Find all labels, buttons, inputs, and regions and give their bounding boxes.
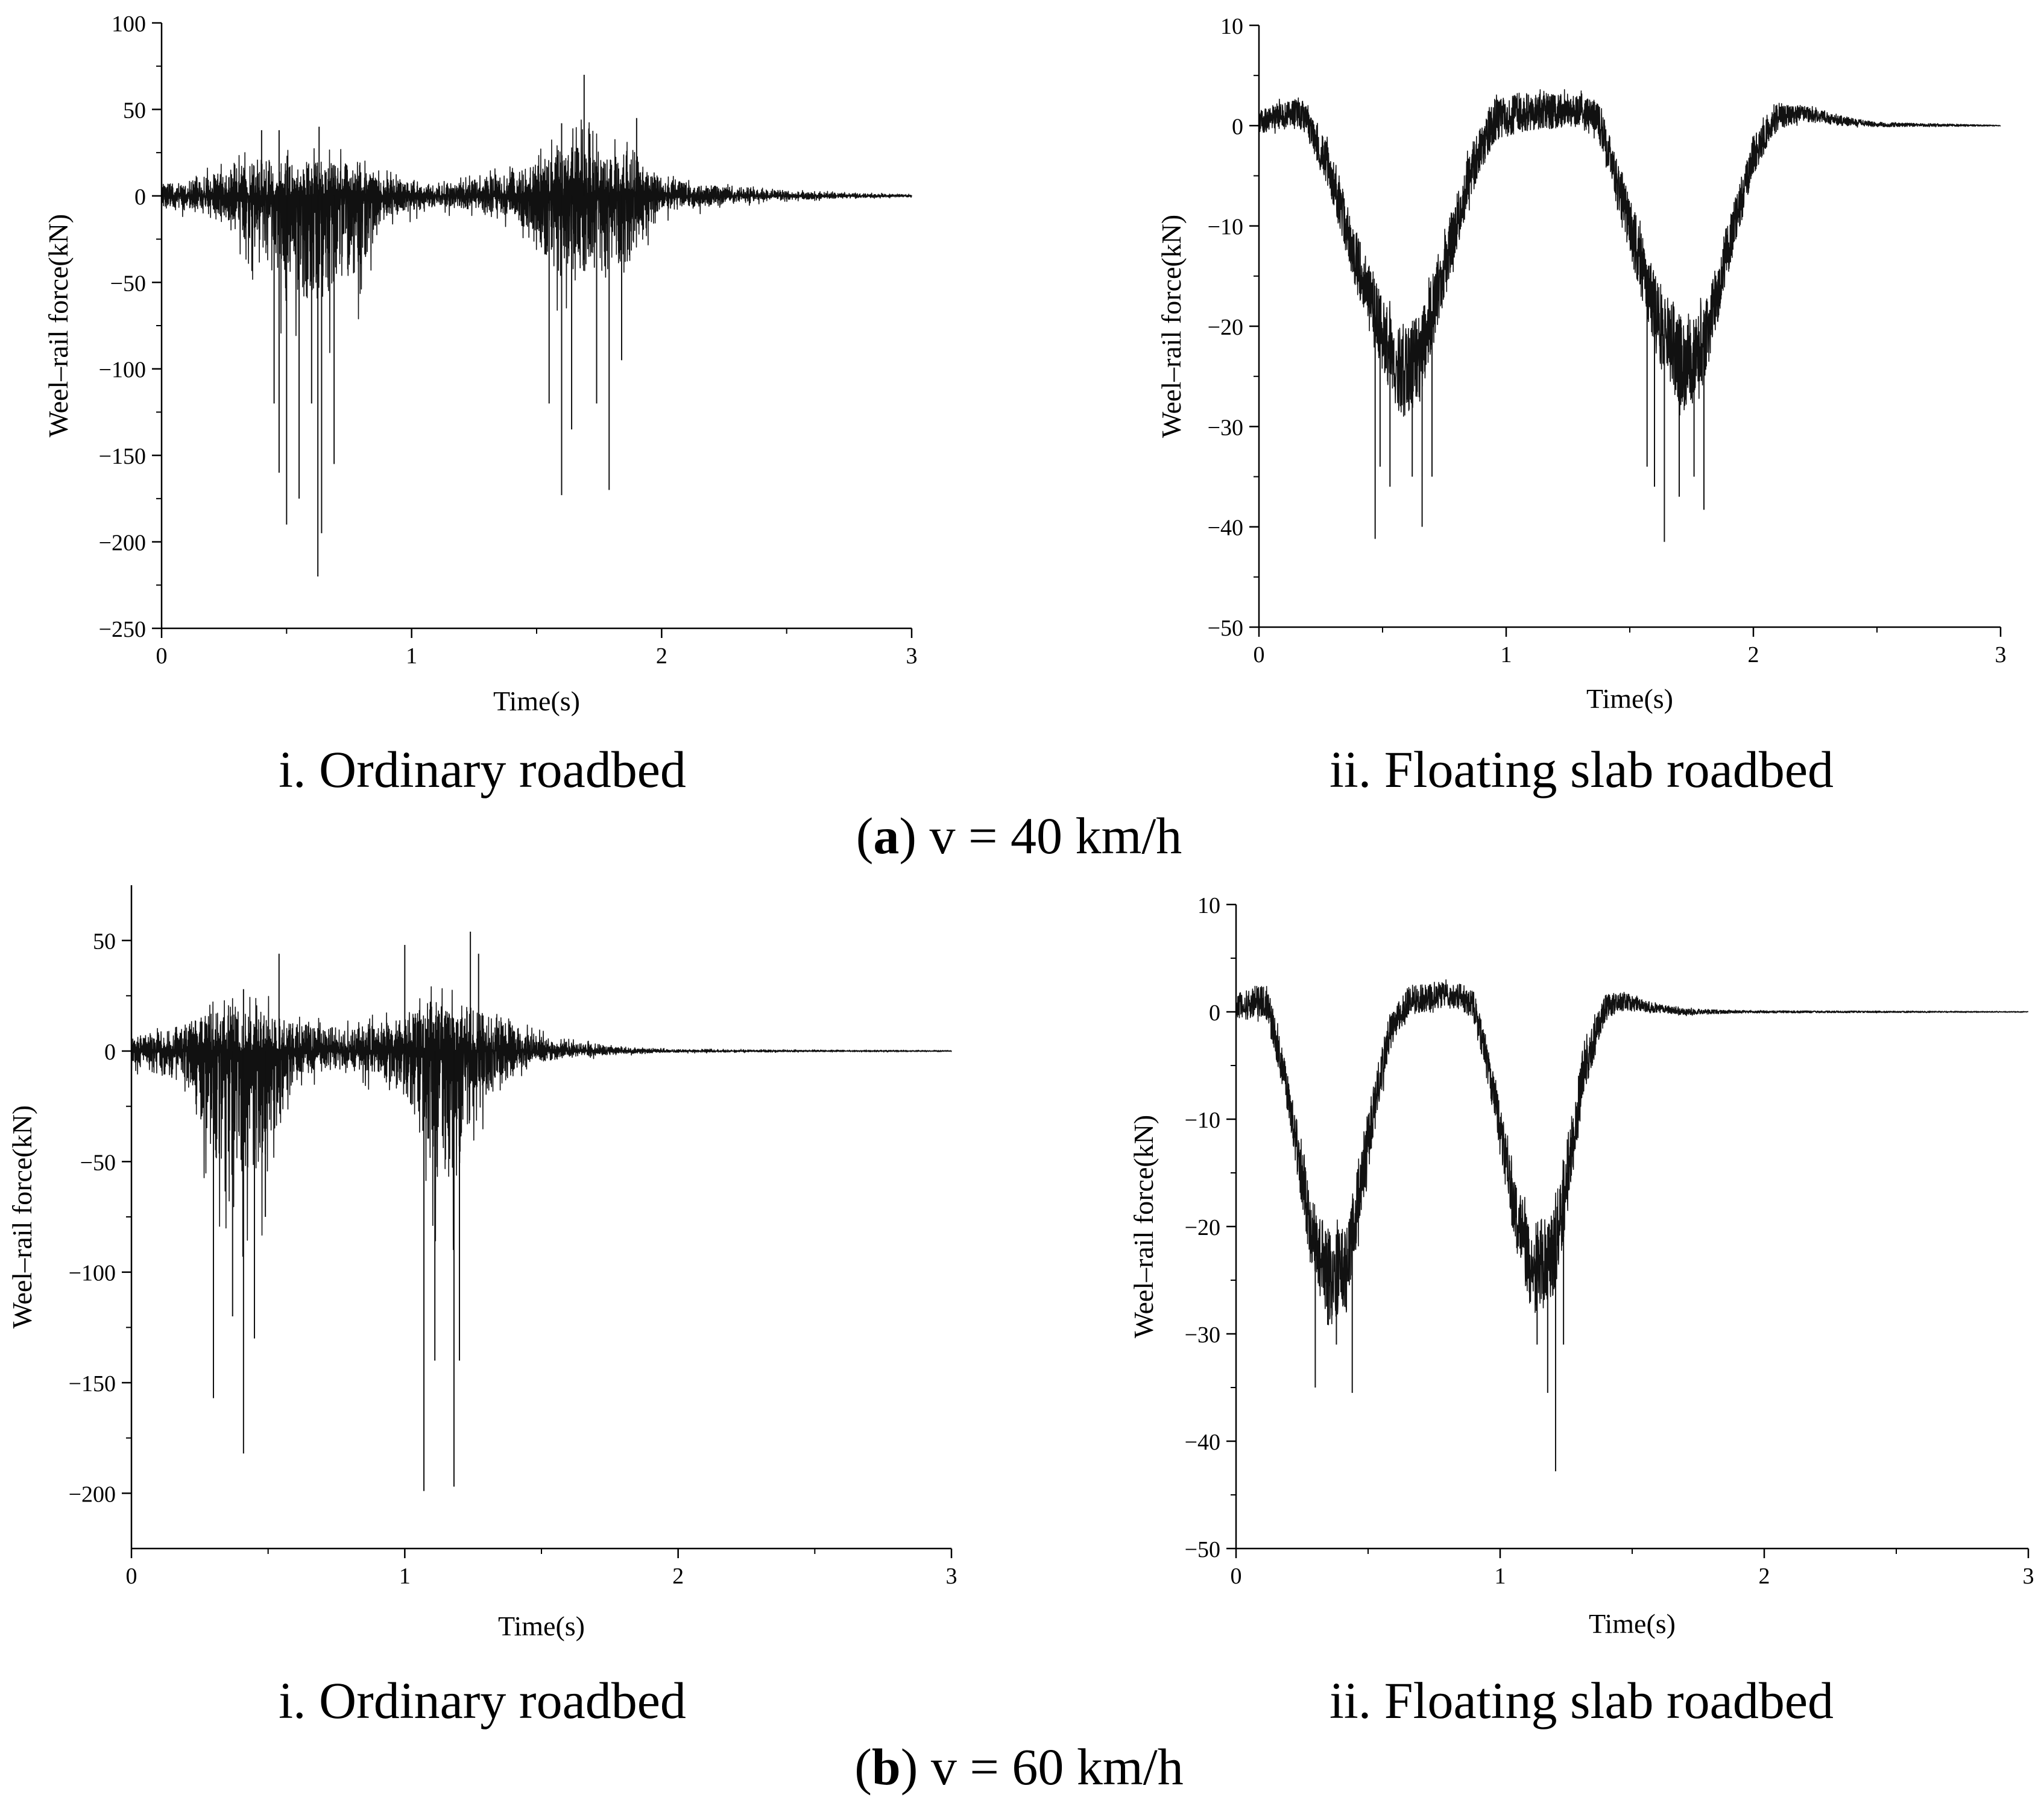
y-tick-label: 0 bbox=[1232, 114, 1243, 139]
y-tick-label: 50 bbox=[123, 98, 146, 123]
panel-b-prefix: ( bbox=[854, 1738, 872, 1796]
panel-a-letter: a bbox=[873, 807, 900, 865]
chart-a-ii: 10 0 −10 −20 −30 −40 −50 0 1 2 3 Time(s) Weel–rail f… bbox=[1156, 14, 2007, 714]
panel-a-speed: ) v = 40 km/h bbox=[899, 807, 1182, 865]
y-tick-label: 0 bbox=[134, 185, 146, 210]
y-tick-label: −100 bbox=[69, 1261, 116, 1286]
x-tick-label: 3 bbox=[2023, 1564, 2034, 1589]
x-tick-label: 2 bbox=[656, 643, 667, 669]
signal-line bbox=[161, 119, 912, 353]
y-tick-label: 100 bbox=[112, 11, 146, 37]
y-tick-label: −20 bbox=[1208, 315, 1243, 340]
x-tick-label: 0 bbox=[156, 643, 168, 669]
y-tick-label: −100 bbox=[99, 358, 146, 383]
x-tick-label: 1 bbox=[1501, 642, 1512, 668]
y-tick-label: 0 bbox=[1209, 1000, 1220, 1026]
x-tick-label: 1 bbox=[399, 1564, 411, 1589]
y-tick-label: −30 bbox=[1208, 415, 1243, 440]
x-tick-label: 2 bbox=[1759, 1564, 1770, 1589]
panel-a-label: (a) v = 40 km/h bbox=[856, 806, 1182, 866]
chart-a-i: 100 50 0 −50 −100 −150 −200 −250 0 1 2 3 Time(s) Weel… bbox=[43, 11, 918, 716]
y-axis-label: Weel–rail force(kN) bbox=[1128, 1115, 1159, 1338]
caption-a-left: i. Ordinary roadbed bbox=[279, 740, 686, 798]
caption-b-left: i. Ordinary roadbed bbox=[279, 1672, 686, 1729]
y-tick-label: 0 bbox=[104, 1040, 116, 1065]
y-tick-label: −250 bbox=[99, 617, 146, 642]
y-tick-label: 10 bbox=[1220, 14, 1243, 39]
y-tick-label: −200 bbox=[99, 531, 146, 556]
x-tick-label: 0 bbox=[1254, 642, 1265, 668]
x-tick-label: 2 bbox=[672, 1564, 684, 1589]
y-tick-label: −30 bbox=[1185, 1322, 1220, 1348]
y-tick-label: −40 bbox=[1208, 516, 1243, 541]
y-tick-label: −10 bbox=[1208, 215, 1243, 240]
y-axis-label: Weel–rail force(kN) bbox=[1156, 215, 1187, 438]
panel-a-prefix: ( bbox=[856, 807, 874, 865]
caption-b-right: ii. Floating slab roadbed bbox=[1330, 1672, 1834, 1729]
panel-b-speed: ) v = 60 km/h bbox=[900, 1738, 1184, 1796]
panel-b-letter: b bbox=[871, 1738, 901, 1796]
y-tick-label: −10 bbox=[1185, 1108, 1220, 1133]
y-tick-label: −40 bbox=[1185, 1430, 1220, 1455]
x-tick-label: 3 bbox=[1995, 642, 2007, 668]
signal-line bbox=[1235, 979, 2029, 1325]
x-axis-label: Time(s) bbox=[498, 1611, 585, 1641]
y-tick-label: −200 bbox=[69, 1482, 116, 1507]
signal-line bbox=[131, 986, 952, 1257]
y-tick-label: 10 bbox=[1197, 893, 1220, 918]
x-tick-label: 1 bbox=[406, 643, 417, 669]
x-axis-label: Time(s) bbox=[1586, 683, 1673, 714]
chart-b-ii: 10 0 −10 −20 −30 −40 −50 0 1 2 3 Time(s) Weel–rail f… bbox=[1128, 893, 2034, 1639]
y-axis-label: Weel–rail force(kN) bbox=[7, 1105, 37, 1328]
y-tick-label: −50 bbox=[1208, 616, 1243, 641]
x-tick-label: 3 bbox=[906, 643, 918, 669]
x-tick-label: 3 bbox=[946, 1564, 957, 1589]
x-tick-label: 0 bbox=[1231, 1564, 1242, 1589]
y-tick-label: −150 bbox=[99, 444, 146, 469]
x-tick-label: 0 bbox=[126, 1564, 137, 1589]
panel-b-label: (b) v = 60 km/h bbox=[854, 1737, 1183, 1797]
y-axis-label: Weel–rail force(kN) bbox=[43, 214, 74, 437]
y-tick-label: −50 bbox=[1185, 1537, 1220, 1562]
y-tick-label: −20 bbox=[1185, 1215, 1220, 1240]
y-tick-label: −150 bbox=[69, 1371, 116, 1397]
chart-b-i: 50 0 −50 −100 −150 −200 0 1 2 3 Time(s) Weel–rail f… bbox=[7, 885, 957, 1641]
y-tick-label: 50 bbox=[93, 929, 116, 955]
x-axis-label: Time(s) bbox=[493, 686, 580, 716]
x-tick-label: 1 bbox=[1495, 1564, 1506, 1589]
y-tick-label: −50 bbox=[80, 1150, 116, 1175]
x-tick-label: 2 bbox=[1748, 642, 1759, 668]
signal-line bbox=[1258, 89, 2001, 417]
x-axis-label: Time(s) bbox=[1589, 1608, 1676, 1639]
y-tick-label: −50 bbox=[110, 271, 146, 296]
caption-a-right: ii. Floating slab roadbed bbox=[1330, 740, 1834, 798]
